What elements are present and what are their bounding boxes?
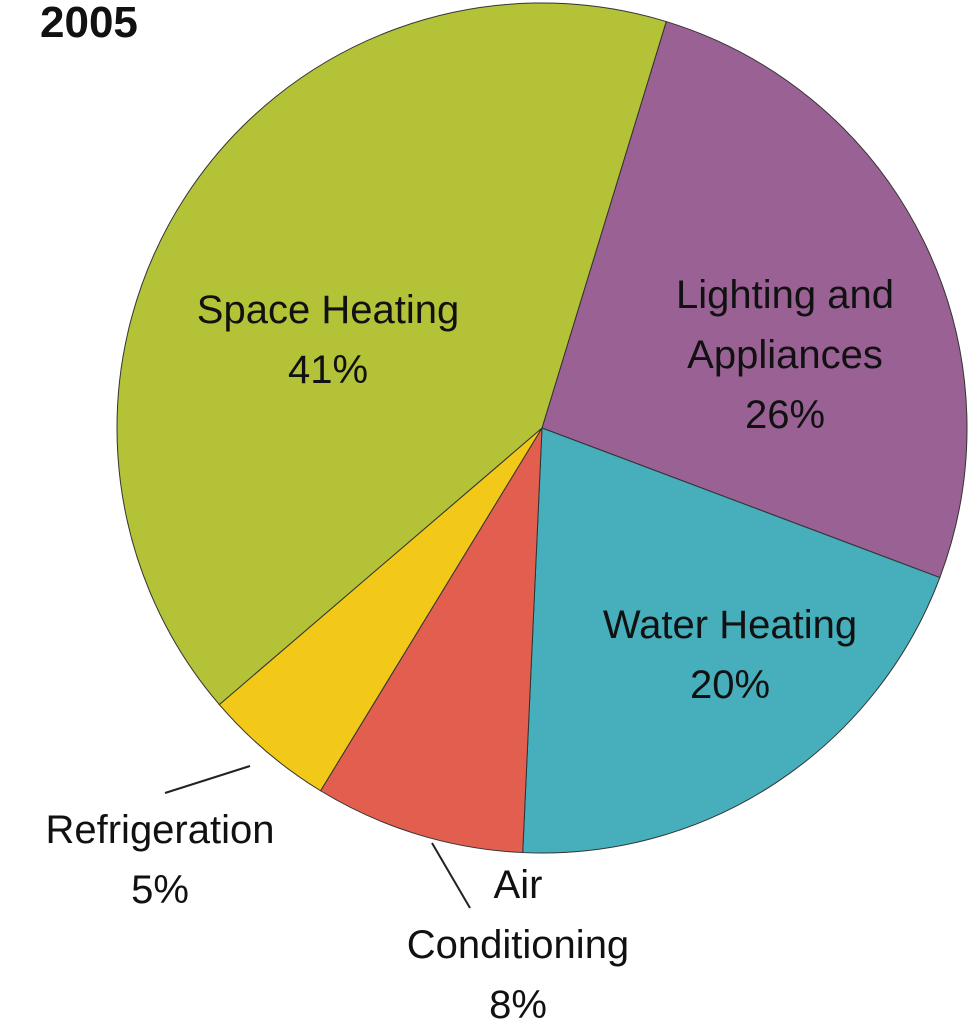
slice-name: Space Heating [196, 288, 460, 332]
slice-label: Space Heating 41% [128, 280, 528, 400]
slice-label: Water Heating 20% [530, 595, 930, 715]
leader-line [164, 765, 251, 794]
pie-slice [319, 427, 543, 854]
slice-label: Refrigeration 5% [0, 800, 320, 920]
pie-slice [116, 2, 667, 706]
slice-name: Lighting and Appliances [676, 273, 894, 377]
slice-value: 20% [689, 663, 771, 707]
slice-label: Lighting and Appliances 26% [635, 265, 935, 445]
slice-name: Air Conditioning [406, 863, 630, 967]
slice-value: 26% [744, 393, 826, 437]
slice-value: 41% [287, 348, 369, 392]
leader-line [431, 842, 471, 909]
slice-name: Refrigeration [45, 808, 275, 852]
slice-name: Water Heating [602, 603, 858, 647]
slice-label: Air Conditioning 8% [388, 855, 648, 1035]
slice-value: 8% [489, 983, 547, 1027]
pie-slice [541, 20, 968, 579]
pie-slice [522, 427, 941, 854]
slice-value: 5% [131, 868, 189, 912]
chart-title: 2005 [40, 0, 138, 47]
